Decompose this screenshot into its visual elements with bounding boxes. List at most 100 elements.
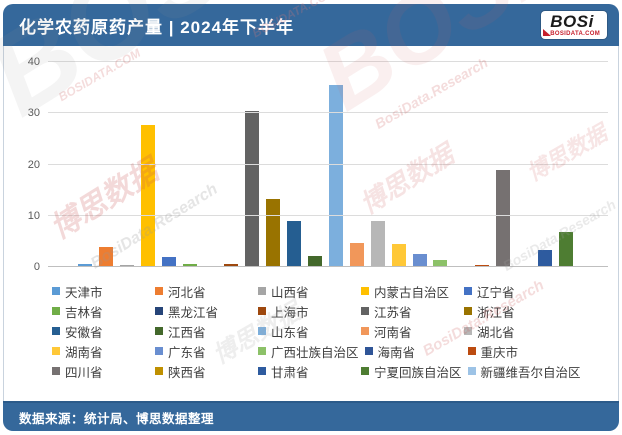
logo-triangle-icon [543,29,552,36]
legend-item: 广西壮族自治区 [258,342,365,361]
legend-item: 湖北省 [464,322,567,341]
legend-row: 吉林省 黑龙江省 上海市 江苏省 浙江省 [52,301,612,321]
legend-swatch-icon [258,307,266,315]
legend-label: 黑龙江省 [168,305,219,320]
legend-swatch-icon [361,327,369,335]
y-axis-tick-label: 20 [27,158,40,171]
bar [245,110,260,267]
bar [558,231,573,267]
bar [349,243,364,267]
legend-swatch-icon [258,367,266,375]
legend-swatch-icon [155,367,163,375]
bar [496,169,511,267]
legend-swatch-icon [155,307,163,315]
legend-swatch-icon [155,327,163,335]
y-axis-tick-label: 30 [27,107,40,120]
legend-label: 辽宁省 [477,285,515,300]
legend-label: 重庆市 [480,345,519,360]
data-source-text: 数据来源：统计局、博思数据整理 [19,411,215,426]
legend-swatch-icon [467,367,476,375]
legend-label: 湖南省 [65,345,103,360]
legend-item: 内蒙古自治区 [361,282,464,301]
gridline [48,61,608,62]
legend-item: 河南省 [361,322,464,341]
y-axis-tick-label: 40 [27,56,40,68]
bar [412,253,427,267]
legend-item: 上海市 [258,302,361,321]
legend-row: 天津市 河北省 山西省 内蒙古自治区 辽宁省 [52,281,612,301]
legend-swatch-icon [361,367,369,375]
bar [391,243,406,267]
legend-label: 上海市 [271,305,309,320]
legend-swatch-icon [258,347,266,355]
legend-swatch-icon [361,287,369,295]
legend-item: 吉林省 [52,302,155,321]
legend-label: 海南省 [377,345,416,360]
bar-series [48,62,608,267]
bar [182,263,197,267]
bar [370,221,385,267]
legend-label: 吉林省 [65,305,103,320]
legend-label: 广西壮族自治区 [271,345,359,360]
legend-swatch-icon [467,347,476,355]
gridline [48,112,608,114]
bar [287,221,302,267]
legend-item: 海南省 [364,342,468,361]
bar [433,260,448,267]
legend-item: 河北省 [155,282,258,301]
bar [224,263,239,267]
gridline [48,163,608,165]
legend-item: 甘肃省 [258,362,361,381]
legend: 天津市 河北省 山西省 内蒙古自治区 辽宁省吉林省 黑龙江省 上海市 江苏省 浙江省安徽省 江西省… [52,281,612,381]
legend-label: 山西省 [271,285,309,300]
gridline [48,214,608,216]
legend-label: 内蒙古自治区 [374,285,450,300]
legend-item: 新疆维吾尔自治区 [467,362,587,381]
legend-item: 辽宁省 [464,282,567,301]
y-axis-tick-label: 0 [33,261,40,273]
legend-item: 四川省 [52,362,155,381]
legend-row: 安徽省 江西省 山东省 河南省 湖北省 [52,321,612,341]
y-axis-tick-label: 10 [27,209,40,222]
legend-swatch-icon [361,307,369,315]
legend-item: 湖南省 [52,342,155,361]
chart-panel: 0 10 20 30 40 天津市 河北省 山西省 内蒙古自治区 辽宁省吉林省 黑龙江省 上海市 江苏… [3,46,619,401]
legend-label: 陕西省 [168,365,206,380]
legend-item: 安徽省 [52,322,155,341]
bar [307,255,322,267]
legend-label: 天津市 [65,285,103,300]
report-card: 化学农药原药产量 | 2024年下半年 BOSi BOSIDATA.COM 0 1… [3,4,619,431]
legend-swatch-icon [258,287,266,295]
legend-item: 黑龙江省 [155,302,258,321]
bar [78,263,92,267]
legend-label: 河北省 [168,285,206,300]
legend-row: 四川省 陕西省 甘肃省 宁夏回族自治区 新疆维吾尔自治区 [52,361,612,381]
legend-swatch-icon [155,287,163,295]
legend-label: 宁夏回族自治区 [374,365,462,380]
legend-swatch-icon [52,287,60,295]
legend-swatch-icon [364,347,373,355]
legend-swatch-icon [52,327,60,335]
legend-label: 浙江省 [477,305,515,320]
header: 化学农药原药产量 | 2024年下半年 BOSi BOSIDATA.COM [3,4,619,46]
legend-item: 江苏省 [361,302,464,321]
legend-label: 江苏省 [374,305,412,320]
legend-swatch-icon [52,367,60,375]
legend-swatch-icon [464,287,472,295]
legend-label: 四川省 [65,365,103,380]
bosi-logo: BOSi BOSIDATA.COM [541,11,607,39]
legend-label: 安徽省 [65,325,103,340]
legend-item: 重庆市 [467,342,571,361]
legend-label: 河南省 [374,325,412,340]
legend-swatch-icon [52,307,60,315]
footer: 数据来源：统计局、博思数据整理 [3,401,619,431]
legend-swatch-icon [52,347,60,355]
bar [537,249,552,267]
legend-item: 宁夏回族自治区 [361,362,468,381]
page-title: 化学农药原药产量 | 2024年下半年 [19,17,295,37]
bar [161,256,176,267]
bar-chart: 0 10 20 30 40 [28,56,608,273]
legend-item: 江西省 [155,322,258,341]
legend-item: 天津市 [52,282,155,301]
bar [98,247,113,267]
